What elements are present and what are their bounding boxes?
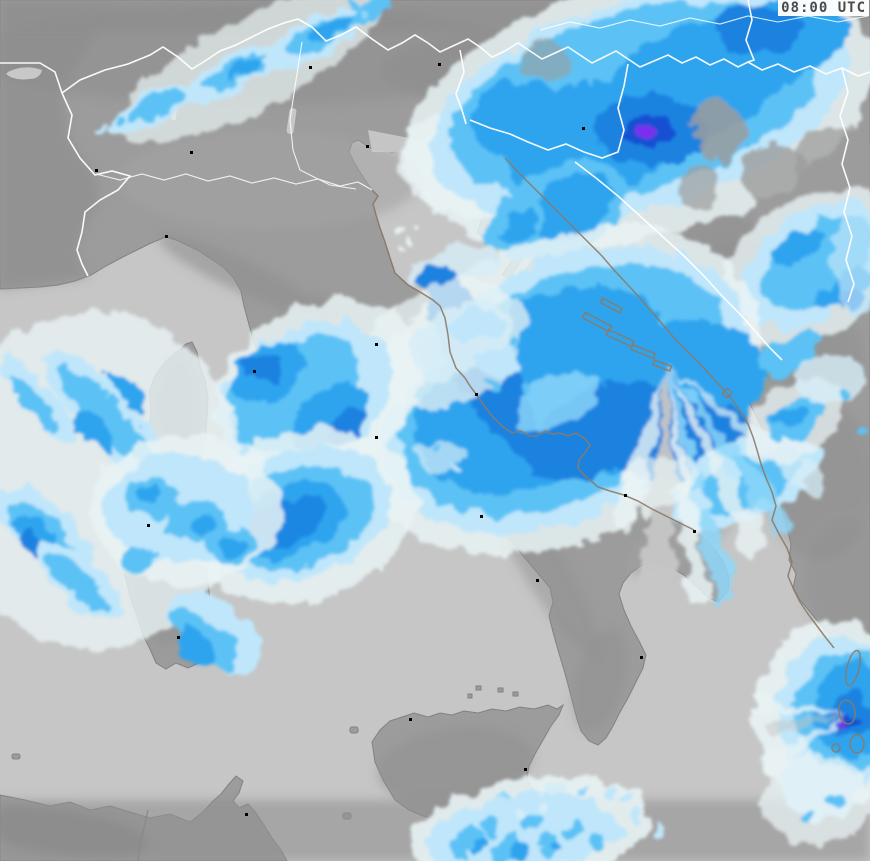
border-alps [0, 18, 870, 95]
precip-ionian [580, 620, 870, 845]
greek-island-outlines [831, 649, 865, 754]
city-marker [245, 813, 248, 816]
river-drava [539, 15, 869, 31]
border-tunisia-algeria [137, 809, 149, 861]
border-slovenia-croatia [469, 63, 629, 159]
city-marker [366, 145, 369, 148]
city-marker [640, 656, 643, 659]
timestamp-label: 08:00 UTC [778, 0, 869, 16]
river-po [95, 173, 373, 191]
city-marker [177, 636, 180, 639]
border-croatia-bosnia [574, 161, 783, 361]
city-marker [693, 530, 696, 533]
precip-northeast-system [400, 0, 870, 263]
city-marker [309, 66, 312, 69]
city-marker [190, 151, 193, 154]
city-marker [253, 370, 256, 373]
city-marker [480, 515, 483, 518]
precip-south-sicily [410, 775, 663, 861]
city-marker [375, 436, 378, 439]
border-serbia [839, 67, 855, 303]
egadi-islands [349, 726, 359, 734]
border-france-italy [61, 92, 132, 277]
la-galite-island [11, 753, 21, 760]
coast-overlay-layer [371, 157, 865, 754]
city-marker [475, 393, 478, 396]
precip-north-sardinia [90, 435, 280, 585]
precip-balkan-scatter [621, 331, 865, 510]
city-marker [95, 169, 98, 172]
rivers [95, 15, 869, 191]
borders-layer [0, 0, 870, 361]
river-adige [289, 41, 357, 190]
border-italy-slovenia [455, 49, 467, 125]
lake-geneva [6, 67, 42, 80]
precip-bosnia-band [719, 188, 870, 348]
city-marker [524, 768, 527, 771]
precip-apennine-specks [395, 225, 465, 474]
city-marker [582, 127, 585, 130]
lake-garda [286, 108, 297, 135]
city-marker [375, 343, 378, 346]
dalmatian-island-outlines [581, 297, 673, 372]
aeolian-islands [467, 685, 519, 699]
city-marker [147, 524, 150, 527]
border-hungary [745, 0, 756, 63]
city-marker [165, 235, 168, 238]
city-marker [624, 494, 627, 497]
city-marker [409, 718, 412, 721]
city-marker [438, 63, 441, 66]
city-marker [536, 579, 539, 582]
